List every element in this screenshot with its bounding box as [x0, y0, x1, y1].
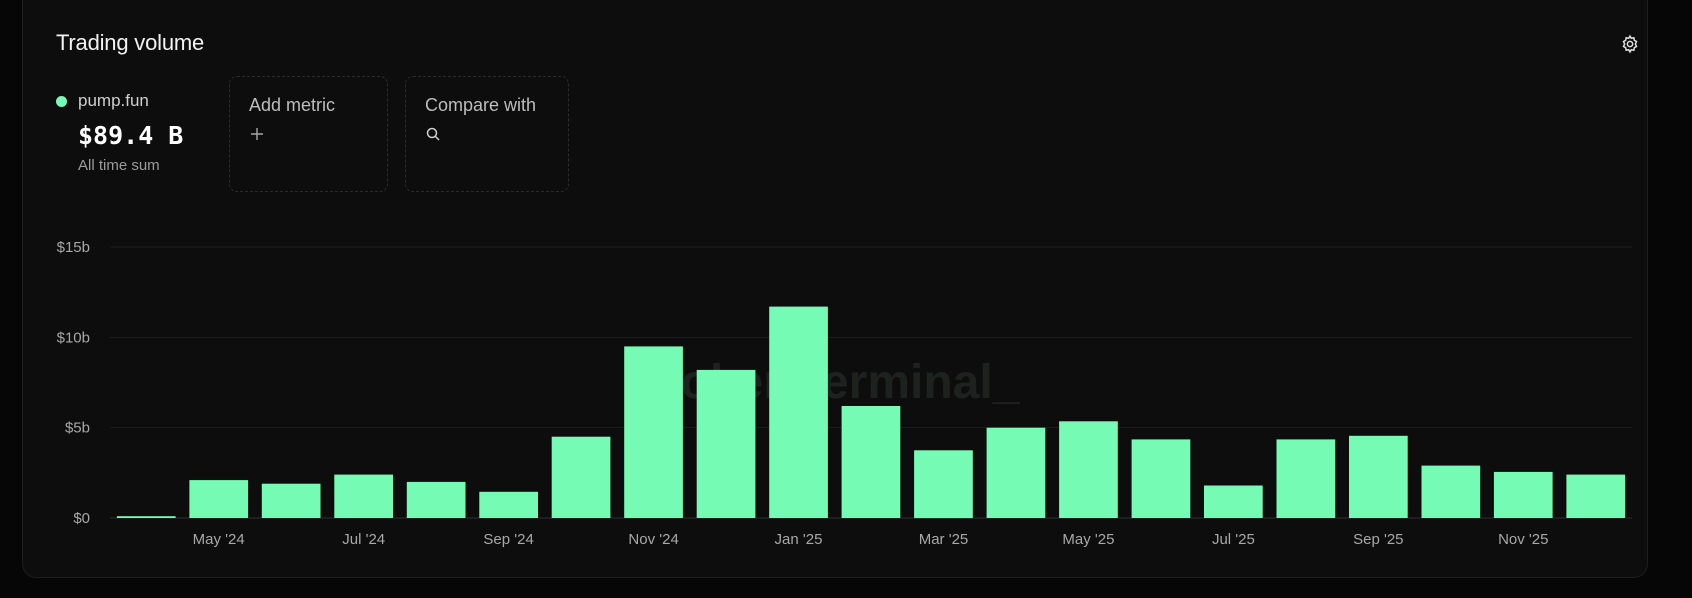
plus-icon	[251, 128, 263, 140]
y-tick-label: $10b	[57, 329, 90, 346]
search-icon	[426, 127, 440, 141]
bar[interactable]	[189, 480, 249, 518]
x-tick-label: Sep '25	[1353, 531, 1403, 548]
bar[interactable]	[261, 483, 321, 518]
x-tick-label: Mar '25	[919, 531, 969, 548]
x-tick-label: Jul '25	[1212, 531, 1255, 548]
trading-volume-card: Trading volume pump.fun $89.4 B All time…	[22, 0, 1648, 578]
series-color-dot	[56, 96, 67, 107]
y-tick-label: $5b	[65, 420, 90, 437]
bar[interactable]	[624, 346, 683, 518]
bar[interactable]	[1349, 435, 1408, 518]
bar[interactable]	[406, 481, 466, 518]
compare-with-label: Compare with	[425, 95, 537, 115]
bar[interactable]	[1131, 439, 1191, 518]
x-tick-label: May '24	[193, 531, 245, 548]
metric-name: pump.fun	[56, 90, 183, 112]
add-metric-label: Add metric	[249, 95, 336, 115]
bar[interactable]	[769, 306, 828, 518]
bar[interactable]	[1566, 474, 1626, 518]
bar[interactable]	[1276, 439, 1336, 518]
card-title: Trading volume	[56, 30, 205, 55]
metric-name-label: pump.fun	[78, 91, 149, 110]
metric-summary: pump.fun $89.4 B All time sum	[56, 90, 183, 174]
bar[interactable]	[116, 516, 176, 518]
bar[interactable]	[841, 406, 901, 518]
bar[interactable]	[914, 450, 973, 519]
x-tick-label: Nov '24	[628, 531, 678, 548]
bar[interactable]	[986, 427, 1046, 518]
gear-icon[interactable]	[1620, 34, 1640, 54]
y-tick-label: $0	[73, 510, 90, 527]
x-tick-label: May '25	[1062, 531, 1114, 548]
bar[interactable]	[479, 491, 538, 518]
x-tick-label: Jul '24	[342, 531, 385, 548]
x-tick-label: Nov '25	[1498, 531, 1548, 548]
bar[interactable]	[1493, 471, 1553, 518]
bar[interactable]	[334, 474, 393, 518]
bar[interactable]	[1204, 485, 1263, 519]
bar[interactable]	[1421, 465, 1481, 518]
x-tick-label: Jan '25	[775, 531, 823, 548]
add-metric-button[interactable]: Add metric	[229, 76, 388, 192]
metric-sublabel: All time sum	[78, 157, 160, 174]
bar[interactable]	[551, 436, 611, 518]
compare-with-button[interactable]: Compare with	[405, 76, 569, 192]
bar[interactable]	[1059, 421, 1118, 518]
x-tick-label: Sep '24	[483, 531, 533, 548]
bar[interactable]	[696, 369, 756, 518]
y-tick-label: $15b	[57, 239, 90, 256]
metric-value: $89.4 B	[78, 121, 184, 150]
